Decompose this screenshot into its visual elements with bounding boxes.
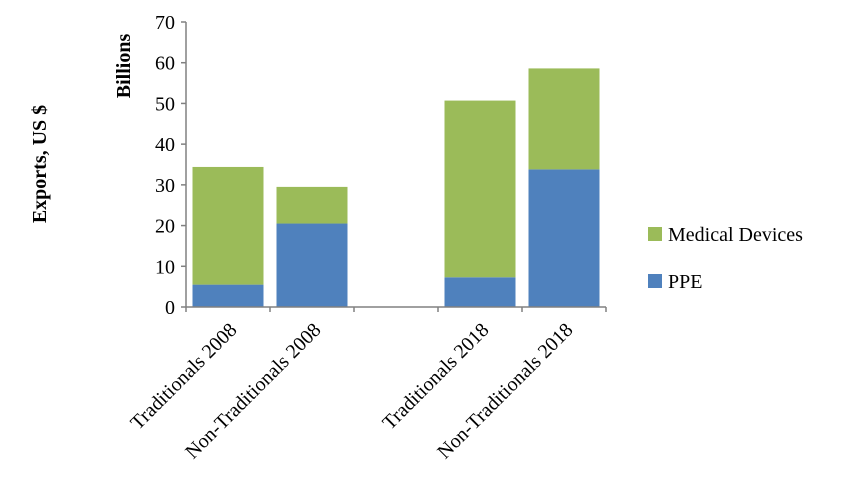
bar-ppe-1	[192, 284, 264, 307]
y-tick-label: 40	[155, 134, 175, 156]
y-tick-label: 50	[155, 93, 175, 115]
y-axis-unit-label: Billions	[113, 34, 135, 99]
bar-ppe-5	[528, 169, 600, 307]
x-tick-label: Non-Traditionals 2018	[433, 319, 577, 463]
legend-swatch-medical-devices	[648, 227, 662, 241]
bar-medical-devices-1	[192, 166, 264, 285]
y-tick-label: 0	[165, 297, 175, 319]
legend-swatch-ppe	[648, 274, 662, 288]
y-axis-ticks: 0 10 20 30 40 50 60 70	[155, 12, 607, 319]
bar-medical-devices-2	[276, 186, 348, 224]
y-tick-label: 60	[155, 53, 175, 75]
bars-group	[192, 68, 600, 307]
y-tick-label: 30	[155, 175, 175, 197]
legend: Medical Devices PPE	[648, 224, 803, 293]
legend-label-medical-devices: Medical Devices	[668, 224, 803, 246]
bar-medical-devices-4	[444, 100, 516, 278]
y-tick-label: 70	[155, 12, 175, 34]
legend-label-ppe: PPE	[668, 271, 702, 293]
y-tick-label: 20	[155, 216, 175, 238]
y-tick-label: 10	[155, 256, 175, 278]
bar-ppe-4	[444, 277, 516, 307]
bar-ppe-2	[276, 223, 348, 307]
x-tick-label: Non-Traditionals 2008	[181, 319, 325, 463]
bar-medical-devices-5	[528, 68, 600, 170]
y-axis-title: Exports, US $	[29, 105, 51, 223]
